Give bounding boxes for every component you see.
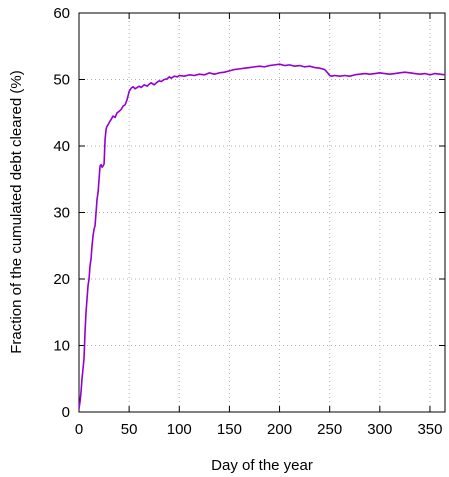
x-tick-label: 0: [75, 421, 83, 438]
x-tick-label: 200: [267, 421, 292, 438]
series-line-debt-cleared: [79, 64, 445, 408]
x-tick-label: 100: [167, 421, 192, 438]
y-tick-label: 20: [53, 271, 70, 288]
x-axis-label: Day of the year: [211, 457, 313, 474]
y-axis-label: Fraction of the cumulated debt cleared (…: [8, 70, 25, 353]
y-tick-labels: 0 10 20 30 40 50 60: [53, 5, 70, 421]
y-tick-label: 40: [53, 138, 70, 155]
y-tick-label: 60: [53, 5, 70, 22]
grid: [79, 13, 445, 412]
plot-frame: [79, 13, 445, 412]
axis-ticks: [79, 13, 445, 412]
x-tick-label: 150: [217, 421, 242, 438]
x-tick-label: 250: [317, 421, 342, 438]
y-tick-label: 0: [62, 404, 70, 421]
y-tick-label: 50: [53, 72, 70, 89]
x-tick-label: 300: [367, 421, 392, 438]
x-tick-label: 50: [121, 421, 138, 438]
x-tick-labels: 0 50 100 150 200 250 300 350: [75, 421, 443, 438]
y-tick-label: 10: [53, 338, 70, 355]
y-tick-label: 30: [53, 205, 70, 222]
x-tick-label: 350: [417, 421, 442, 438]
